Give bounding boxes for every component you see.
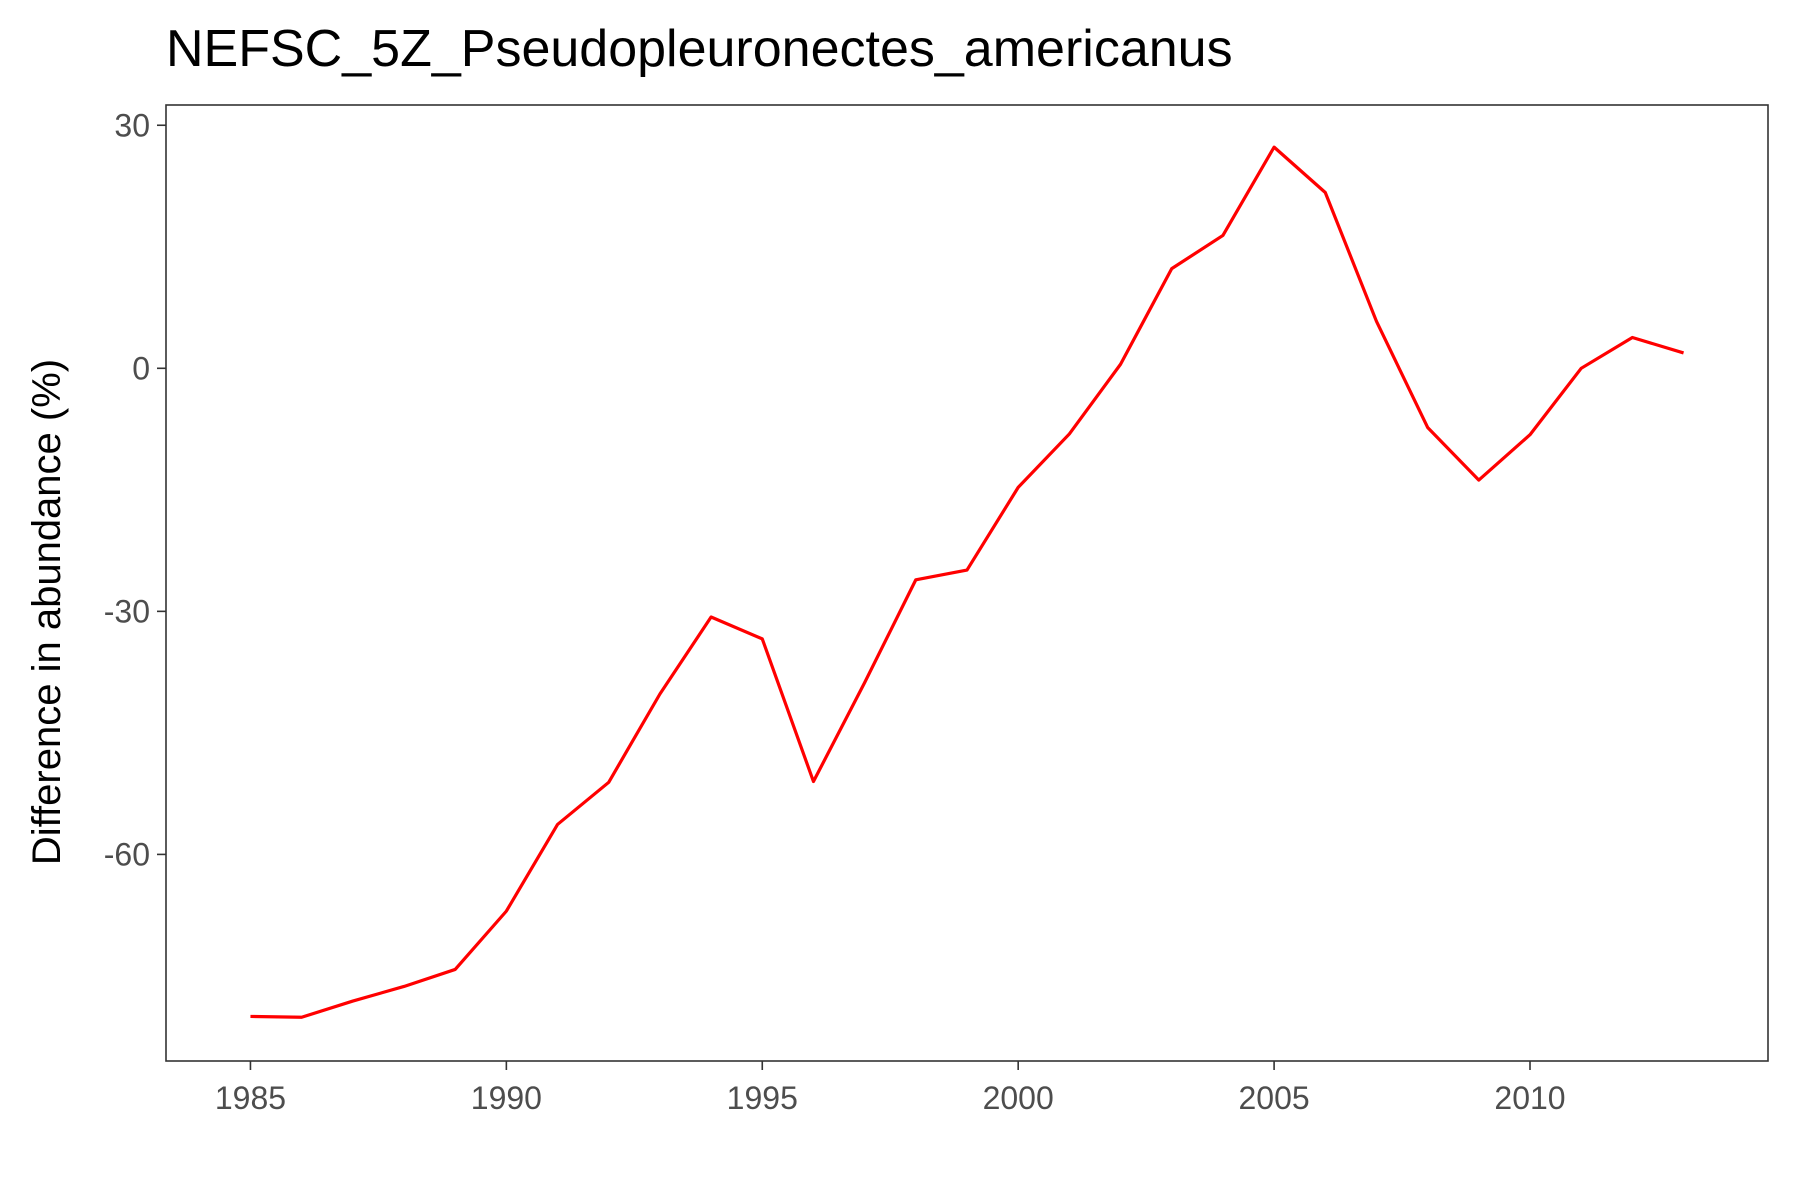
y-axis: 30 0 -30 -60 <box>104 107 166 872</box>
chart-title: NEFSC_5Z_Pseudopleuronectes_americanus <box>166 20 1233 78</box>
series-layer <box>250 145 1685 1019</box>
x-axis: 1985 1990 1995 2000 2005 2010 <box>215 1061 1566 1116</box>
x-tick-label: 2010 <box>1494 1080 1565 1116</box>
y-tick-label: 30 <box>114 107 150 143</box>
y-axis-label: Difference in abundance (%) <box>25 359 69 865</box>
y-tick-label: -60 <box>104 836 150 872</box>
x-tick-label: 2000 <box>983 1080 1054 1116</box>
y-tick-label: -30 <box>104 593 150 629</box>
x-tick-label: 2005 <box>1238 1080 1309 1116</box>
x-tick-label: 1990 <box>471 1080 542 1116</box>
y-tick-label: 0 <box>132 350 150 386</box>
plot-panel <box>165 104 1769 1062</box>
x-tick-label: 1985 <box>215 1080 286 1116</box>
x-tick-label: 1995 <box>727 1080 798 1116</box>
series-line <box>250 145 1685 1019</box>
